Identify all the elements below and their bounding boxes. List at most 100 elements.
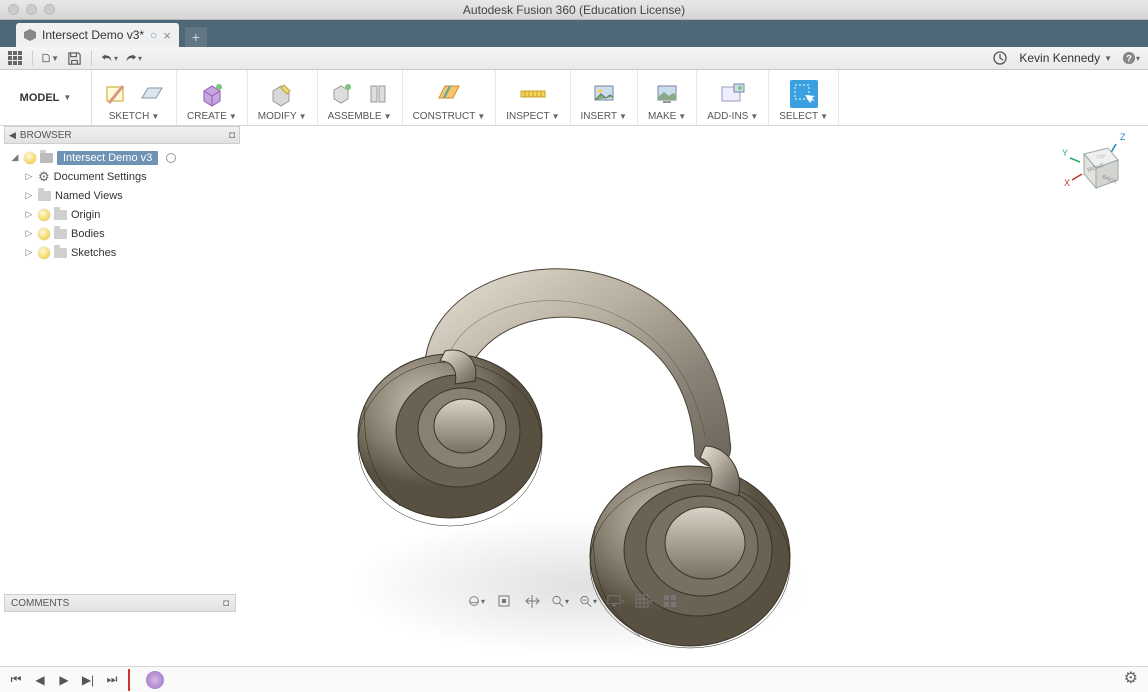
activate-radio-icon[interactable] <box>166 153 176 163</box>
pan-icon[interactable] <box>523 592 541 610</box>
ribbon-label[interactable]: MAKE▼ <box>648 111 686 122</box>
ribbon-group-sketch: SKETCH▼ <box>92 70 177 125</box>
tree-item-named-views[interactable]: ▷ Named Views <box>6 186 238 205</box>
pin-icon[interactable]: ◘ <box>223 598 229 609</box>
ribbon-label[interactable]: SKETCH▼ <box>109 111 159 122</box>
window-controls <box>8 4 55 15</box>
gear-icon: ⚙ <box>38 169 50 185</box>
tree-item-document-settings[interactable]: ▷ ⚙ Document Settings <box>6 167 238 186</box>
data-panel-button[interactable] <box>6 49 24 67</box>
mac-titlebar: Autodesk Fusion 360 (Education License) <box>0 0 1148 20</box>
assemble-icon[interactable] <box>328 80 356 108</box>
axis-x-label: X <box>1064 178 1070 188</box>
ribbon-label[interactable]: MODIFY▼ <box>258 111 307 122</box>
pin-icon[interactable]: ◘ <box>229 130 235 141</box>
comments-panel-header[interactable]: COMMENTS ◘ <box>4 594 236 612</box>
look-at-icon[interactable] <box>495 592 513 610</box>
close-window-icon[interactable] <box>8 4 19 15</box>
timeline-next-icon[interactable]: ▶| <box>80 672 96 688</box>
timeline-settings-icon[interactable]: ⚙ <box>1124 668 1138 688</box>
document-icon <box>24 29 36 41</box>
visibility-bulb-icon[interactable] <box>38 209 50 221</box>
select-icon[interactable] <box>790 80 818 108</box>
view-cube[interactable]: Z X Y RIGHT BACK TOP <box>1058 130 1130 202</box>
close-tab-icon[interactable]: × <box>163 28 171 43</box>
undo-button[interactable]: ▾ <box>100 49 118 67</box>
help-button[interactable]: ?▾ <box>1122 49 1140 67</box>
tree-item-origin[interactable]: ▷ Origin <box>6 205 238 224</box>
workspace-selector[interactable]: MODEL▼ <box>0 70 92 125</box>
user-menu[interactable]: Kevin Kennedy▼ <box>1019 51 1112 65</box>
timeline-prev-icon[interactable]: ◀ <box>32 672 48 688</box>
ribbon-group-insert: INSERT▼ <box>571 70 638 125</box>
folder-icon <box>54 229 67 239</box>
browser-title: BROWSER <box>20 130 72 141</box>
ribbon-label[interactable]: ADD-INS▼ <box>707 111 758 122</box>
insert-icon[interactable] <box>590 80 618 108</box>
timeline-end-icon[interactable]: ⏭ <box>104 672 120 688</box>
addins-icon[interactable] <box>719 80 747 108</box>
modify-icon[interactable] <box>268 80 296 108</box>
zoom-window-icon[interactable] <box>44 4 55 15</box>
job-status-icon[interactable] <box>991 49 1009 67</box>
expand-icon[interactable]: ▷ <box>24 209 34 220</box>
redo-button[interactable]: ▾ <box>124 49 142 67</box>
ribbon-group-modify: MODIFY▼ <box>248 70 318 125</box>
tree-item-label: Bodies <box>71 228 105 240</box>
create-box-icon[interactable] <box>198 80 226 108</box>
display-settings-icon[interactable]: ▾ <box>607 592 625 610</box>
tree-item-sketches[interactable]: ▷ Sketches <box>6 243 238 262</box>
timeline-marker[interactable] <box>128 669 130 691</box>
timeline-start-icon[interactable]: ⏮ <box>8 672 24 688</box>
ribbon-toolbar: MODEL▼ SKETCH▼ CREATE▼ MODIFY▼ ASSEMBLE▼… <box>0 70 1148 126</box>
ribbon-label[interactable]: INSPECT▼ <box>506 111 559 122</box>
ribbon-label[interactable]: CONSTRUCT▼ <box>413 111 486 122</box>
fit-icon[interactable]: ▾ <box>579 592 597 610</box>
ribbon-label[interactable]: SELECT▼ <box>779 111 828 122</box>
ribbon-group-construct: CONSTRUCT▼ <box>403 70 497 125</box>
ribbon-label[interactable]: CREATE▼ <box>187 111 237 122</box>
viewport-layout-icon[interactable]: ▾ <box>663 592 681 610</box>
document-tab[interactable]: Intersect Demo v3* ○ × <box>16 23 179 47</box>
grid-settings-icon[interactable]: ▾ <box>635 592 653 610</box>
joint-icon[interactable] <box>364 80 392 108</box>
sketch-icon[interactable] <box>102 80 130 108</box>
window-title: Autodesk Fusion 360 (Education License) <box>463 3 685 17</box>
make-icon[interactable] <box>653 80 681 108</box>
timeline: ⏮ ◀ ▶ ▶| ⏭ <box>0 666 1148 692</box>
expand-icon[interactable]: ▷ <box>24 190 34 201</box>
timeline-feature-icon[interactable] <box>146 671 164 689</box>
user-name-label: Kevin Kennedy <box>1019 51 1100 65</box>
new-tab-button[interactable]: + <box>185 27 207 47</box>
unsaved-indicator-icon: ○ <box>150 28 157 42</box>
tree-item-bodies[interactable]: ▷ Bodies <box>6 224 238 243</box>
viewport-canvas[interactable]: ◀ BROWSER ◘ ◢ Intersect Demo v3 ▷ ⚙ Docu… <box>0 126 1148 638</box>
zoom-icon[interactable]: ▾ <box>551 592 569 610</box>
measure-icon[interactable] <box>519 80 547 108</box>
ribbon-group-assemble: ASSEMBLE▼ <box>318 70 403 125</box>
ribbon-group-select: SELECT▼ <box>769 70 839 125</box>
expand-icon[interactable]: ▷ <box>24 247 34 258</box>
save-button[interactable] <box>65 49 83 67</box>
collapse-icon[interactable]: ◢ <box>10 152 20 163</box>
visibility-bulb-icon[interactable] <box>38 247 50 259</box>
browser-header[interactable]: ◀ BROWSER ◘ <box>4 126 240 144</box>
visibility-bulb-icon[interactable] <box>38 228 50 240</box>
minimize-window-icon[interactable] <box>26 4 37 15</box>
construct-plane-icon[interactable] <box>435 80 463 108</box>
visibility-bulb-icon[interactable] <box>24 152 36 164</box>
timeline-play-icon[interactable]: ▶ <box>56 672 72 688</box>
expand-icon[interactable]: ▷ <box>24 228 34 239</box>
folder-icon <box>54 248 67 258</box>
ribbon-group-inspect: INSPECT▼ <box>496 70 570 125</box>
ribbon-group-addins: ADD-INS▼ <box>697 70 769 125</box>
orbit-icon[interactable]: ▾ <box>467 592 485 610</box>
navigation-toolbar: ▾ ▾ ▾ ▾ ▾ ▾ <box>467 592 681 610</box>
ribbon-label[interactable]: INSERT▼ <box>581 111 627 122</box>
sketch-plane-icon[interactable] <box>138 80 166 108</box>
expand-icon[interactable]: ▷ <box>24 171 34 182</box>
tree-root[interactable]: ◢ Intersect Demo v3 <box>6 148 238 167</box>
file-menu-button[interactable]: ▼ <box>41 49 59 67</box>
ribbon-label[interactable]: ASSEMBLE▼ <box>328 111 392 122</box>
axis-y-label: Y <box>1062 148 1068 158</box>
